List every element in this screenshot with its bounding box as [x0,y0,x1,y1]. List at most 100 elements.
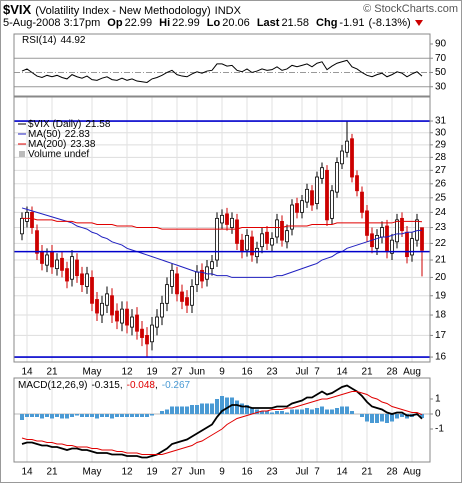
y-tick-label: 0 [435,409,441,420]
candle-body [300,200,304,213]
quote-value: 22.99 [172,17,200,29]
candle-body [75,259,79,277]
candle-body [45,254,49,266]
x-tick-label: May [83,367,102,378]
candle-body [140,328,144,338]
candle-body [70,256,74,280]
histogram-bar [40,414,44,419]
y-tick-label: 21 [435,255,447,266]
histogram-bar [380,414,384,422]
histogram-bar [95,414,99,419]
candle-body [65,268,69,282]
legend-swatch [19,151,25,157]
legend-text: -0.048 [127,380,156,391]
x-tick-label: Jun [189,467,205,478]
histogram-bar [370,414,374,423]
candle-body [195,271,199,286]
candle-body [110,295,114,316]
x-tick-label: Aug [403,367,421,378]
x-tick-label: 27 [171,467,183,478]
histogram-bar [400,414,404,417]
candle-body [400,217,404,232]
quote-value: 20.06 [222,17,250,29]
histogram-bar [375,414,379,423]
histogram-bar [270,412,274,414]
candle-body [330,190,334,219]
y-tick-label: 50 [435,67,447,78]
candle-body [350,138,354,178]
x-tick-label: 19 [146,367,158,378]
histogram-bar [295,409,299,414]
x-tick-label: 23 [266,367,278,378]
histogram-bar [385,414,389,423]
name: (Volatility Index - New Methodology) [35,5,211,17]
legend-text: 22.83 [65,129,90,140]
y-tick-label: 30 [435,81,447,92]
histogram-bar [145,414,149,417]
quote-value: 22.99 [124,17,153,29]
candle-body [240,239,244,253]
x-tick-label: Jun [189,367,205,378]
x-tick-label: 19 [146,467,158,478]
candle-body [280,221,284,241]
x-tick-label: 21 [46,467,58,478]
quote-label: Op [107,17,123,29]
x-tick-label: 14 [336,367,348,378]
x-tick-label: 12 [121,467,133,478]
histogram-bar [290,409,294,414]
x-tick-label: May [83,467,102,478]
candle-body [25,211,29,222]
quote-label: Lo [206,17,221,29]
candle-body [230,217,234,228]
histogram-bar [165,409,169,414]
date: 5-Aug-2008 3:17pm [3,17,101,29]
histogram-bar [45,414,49,417]
legend-label: MA(50) 22.83 [28,129,90,140]
y-tick-label: 16 [435,352,447,363]
candle-body [210,261,214,270]
candle-body [340,150,344,165]
y-tick-label: 1 [435,394,441,405]
series-line [22,217,423,230]
histogram-bar [190,405,194,414]
candle-body [170,269,174,287]
candle-body [155,316,159,328]
histogram-bar [35,414,39,417]
histogram-bar [320,406,324,414]
x-tick-label: 21 [361,367,373,378]
legend-text: -0.315 [91,380,120,391]
y-tick-label: 24 [435,207,447,218]
histogram-bar [365,414,369,422]
candle-body [185,297,189,306]
candle-body [315,176,319,204]
candle-body [215,217,219,261]
y-tick-label: 23 [435,222,447,233]
histogram-bar [205,403,209,414]
candle-body [200,269,204,282]
candle-body [325,169,329,221]
candle-body [375,234,379,249]
histogram-bar [240,403,244,414]
histogram-bar [300,409,304,414]
legend-text: $VIX (Daily) [28,119,81,130]
series-line [21,59,423,83]
histogram-bar [105,414,109,417]
histogram-bar [305,408,309,414]
candle-body [295,203,299,213]
candle-body [405,231,409,258]
candle-body [55,259,59,270]
histogram-bar [225,397,229,414]
histogram-bar [420,414,424,419]
histogram-bar [310,409,314,414]
candle-body [180,291,184,302]
candle-body [30,211,34,228]
histogram-bar [55,414,59,417]
y-tick-label: 90 [435,39,447,50]
candle-body [385,225,389,253]
candle-body [250,236,254,256]
histogram-bar [315,408,319,414]
histogram-bar [345,406,349,414]
histogram-bar [90,414,94,417]
histogram-bar [395,414,399,419]
histogram-bar [185,406,189,414]
